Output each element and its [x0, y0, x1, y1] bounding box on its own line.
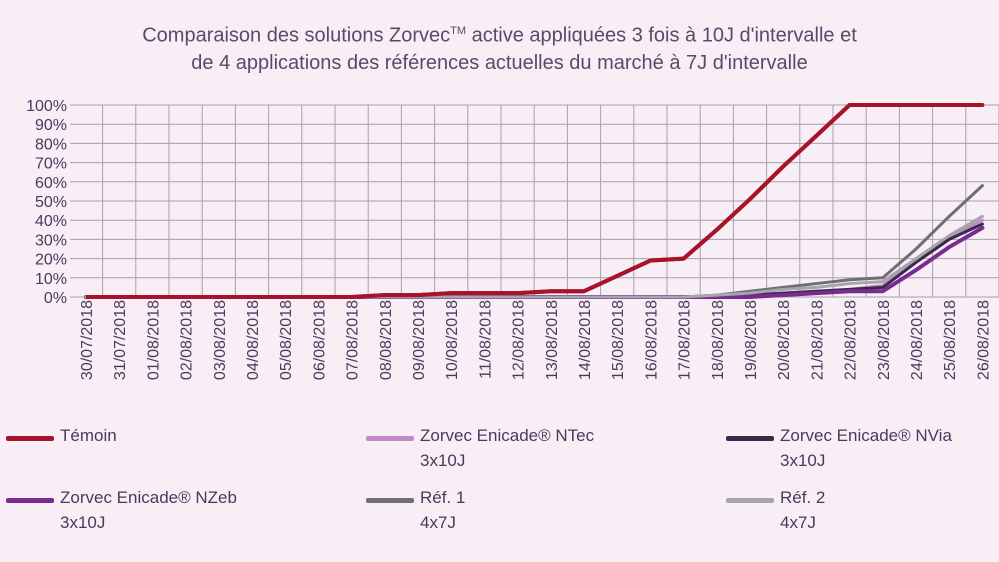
chart-title: Comparaison des solutions ZorvecTM activ…	[0, 18, 999, 77]
legend-swatch	[6, 498, 54, 503]
x-tick-label: 16/08/2018	[643, 300, 660, 380]
chart-title-line2: de 4 applications des références actuell…	[191, 51, 808, 74]
x-tick-label: 26/08/2018	[975, 300, 992, 380]
legend-label: Zorvec Enicade® NVia	[780, 426, 952, 445]
x-tick-label: 12/08/2018	[511, 300, 528, 380]
legend-label: Réf. 1	[420, 488, 466, 507]
x-tick-label: 22/08/2018	[843, 300, 860, 380]
x-tick-label: 05/08/2018	[278, 300, 295, 380]
trademark-mark: TM	[450, 25, 467, 37]
x-tick-label: 30/07/2018	[79, 300, 96, 380]
legend-sublabel: 3x10J	[420, 451, 466, 470]
x-tick-label: 25/08/2018	[942, 300, 959, 380]
y-tick-label: 40%	[35, 213, 67, 230]
x-tick-label: 15/08/2018	[610, 300, 627, 380]
y-tick-label: 20%	[35, 252, 67, 269]
x-tick-label: 17/08/2018	[677, 300, 694, 380]
legend-swatch	[366, 498, 414, 503]
legend-swatch	[726, 436, 774, 441]
x-tick-label: 31/07/2018	[112, 300, 129, 380]
x-tick-label: 18/08/2018	[710, 300, 727, 380]
y-tick-label: 60%	[35, 175, 67, 192]
legend-label: Réf. 2	[780, 488, 826, 507]
y-tick-label: 90%	[35, 117, 67, 134]
x-tick-label: 19/08/2018	[743, 300, 760, 380]
y-tick-label: 50%	[35, 194, 67, 211]
legend-swatch	[366, 436, 414, 441]
x-tick-label: 02/08/2018	[179, 300, 196, 380]
legend-label: Zorvec Enicade® NTec	[420, 426, 595, 445]
x-tick-label: 10/08/2018	[444, 300, 461, 380]
legend-swatch	[726, 498, 774, 503]
chart-title-line1: Comparaison des solutions ZorvecTM activ…	[0, 18, 999, 50]
x-tick-label: 14/08/2018	[577, 300, 594, 380]
series-line-temoin	[86, 103, 983, 299]
x-tick-label: 09/08/2018	[411, 300, 428, 380]
legend-swatch	[6, 436, 54, 441]
x-tick-label: 08/08/2018	[378, 300, 395, 380]
legend-item-nvia: Zorvec Enicade® NVia 3x10J	[726, 426, 999, 486]
y-tick-label: 0%	[44, 290, 67, 307]
x-tick-label: 20/08/2018	[776, 300, 793, 380]
y-tick-label: 80%	[35, 136, 67, 153]
legend-label: Témoin	[60, 426, 117, 445]
x-tick-label: 06/08/2018	[311, 300, 328, 380]
y-tick-label: 70%	[35, 156, 67, 173]
legend-label: Zorvec Enicade® NZeb	[60, 488, 237, 507]
y-tick-label: 30%	[35, 232, 67, 249]
legend-sublabel: 3x10J	[60, 513, 106, 532]
x-tick-label: 24/08/2018	[909, 300, 926, 380]
x-tick-label: 11/08/2018	[477, 300, 494, 379]
legend-sublabel: 4x7J	[780, 513, 816, 532]
x-tick-label: 03/08/2018	[212, 300, 229, 380]
legend: Témoin Zorvec Enicade® NTec 3x10J Zorvec…	[0, 422, 999, 562]
x-tick-label: 01/08/2018	[145, 300, 162, 380]
legend-sublabel: 3x10J	[780, 451, 826, 470]
x-tick-label: 04/08/2018	[245, 300, 262, 380]
x-tick-label: 21/08/2018	[809, 300, 826, 380]
x-tick-label: 07/08/2018	[345, 300, 362, 380]
y-tick-label: 10%	[35, 271, 67, 288]
chart-title-part2: active appliquées 3 fois à 10J d'interva…	[466, 24, 857, 47]
x-tick-label: 23/08/2018	[876, 300, 893, 380]
chart-title-part1: Comparaison des solutions Zorvec	[142, 24, 451, 47]
y-tick-label: 100%	[26, 98, 67, 115]
x-tick-label: 13/08/2018	[544, 300, 561, 380]
legend-sublabel: 4x7J	[420, 513, 456, 532]
